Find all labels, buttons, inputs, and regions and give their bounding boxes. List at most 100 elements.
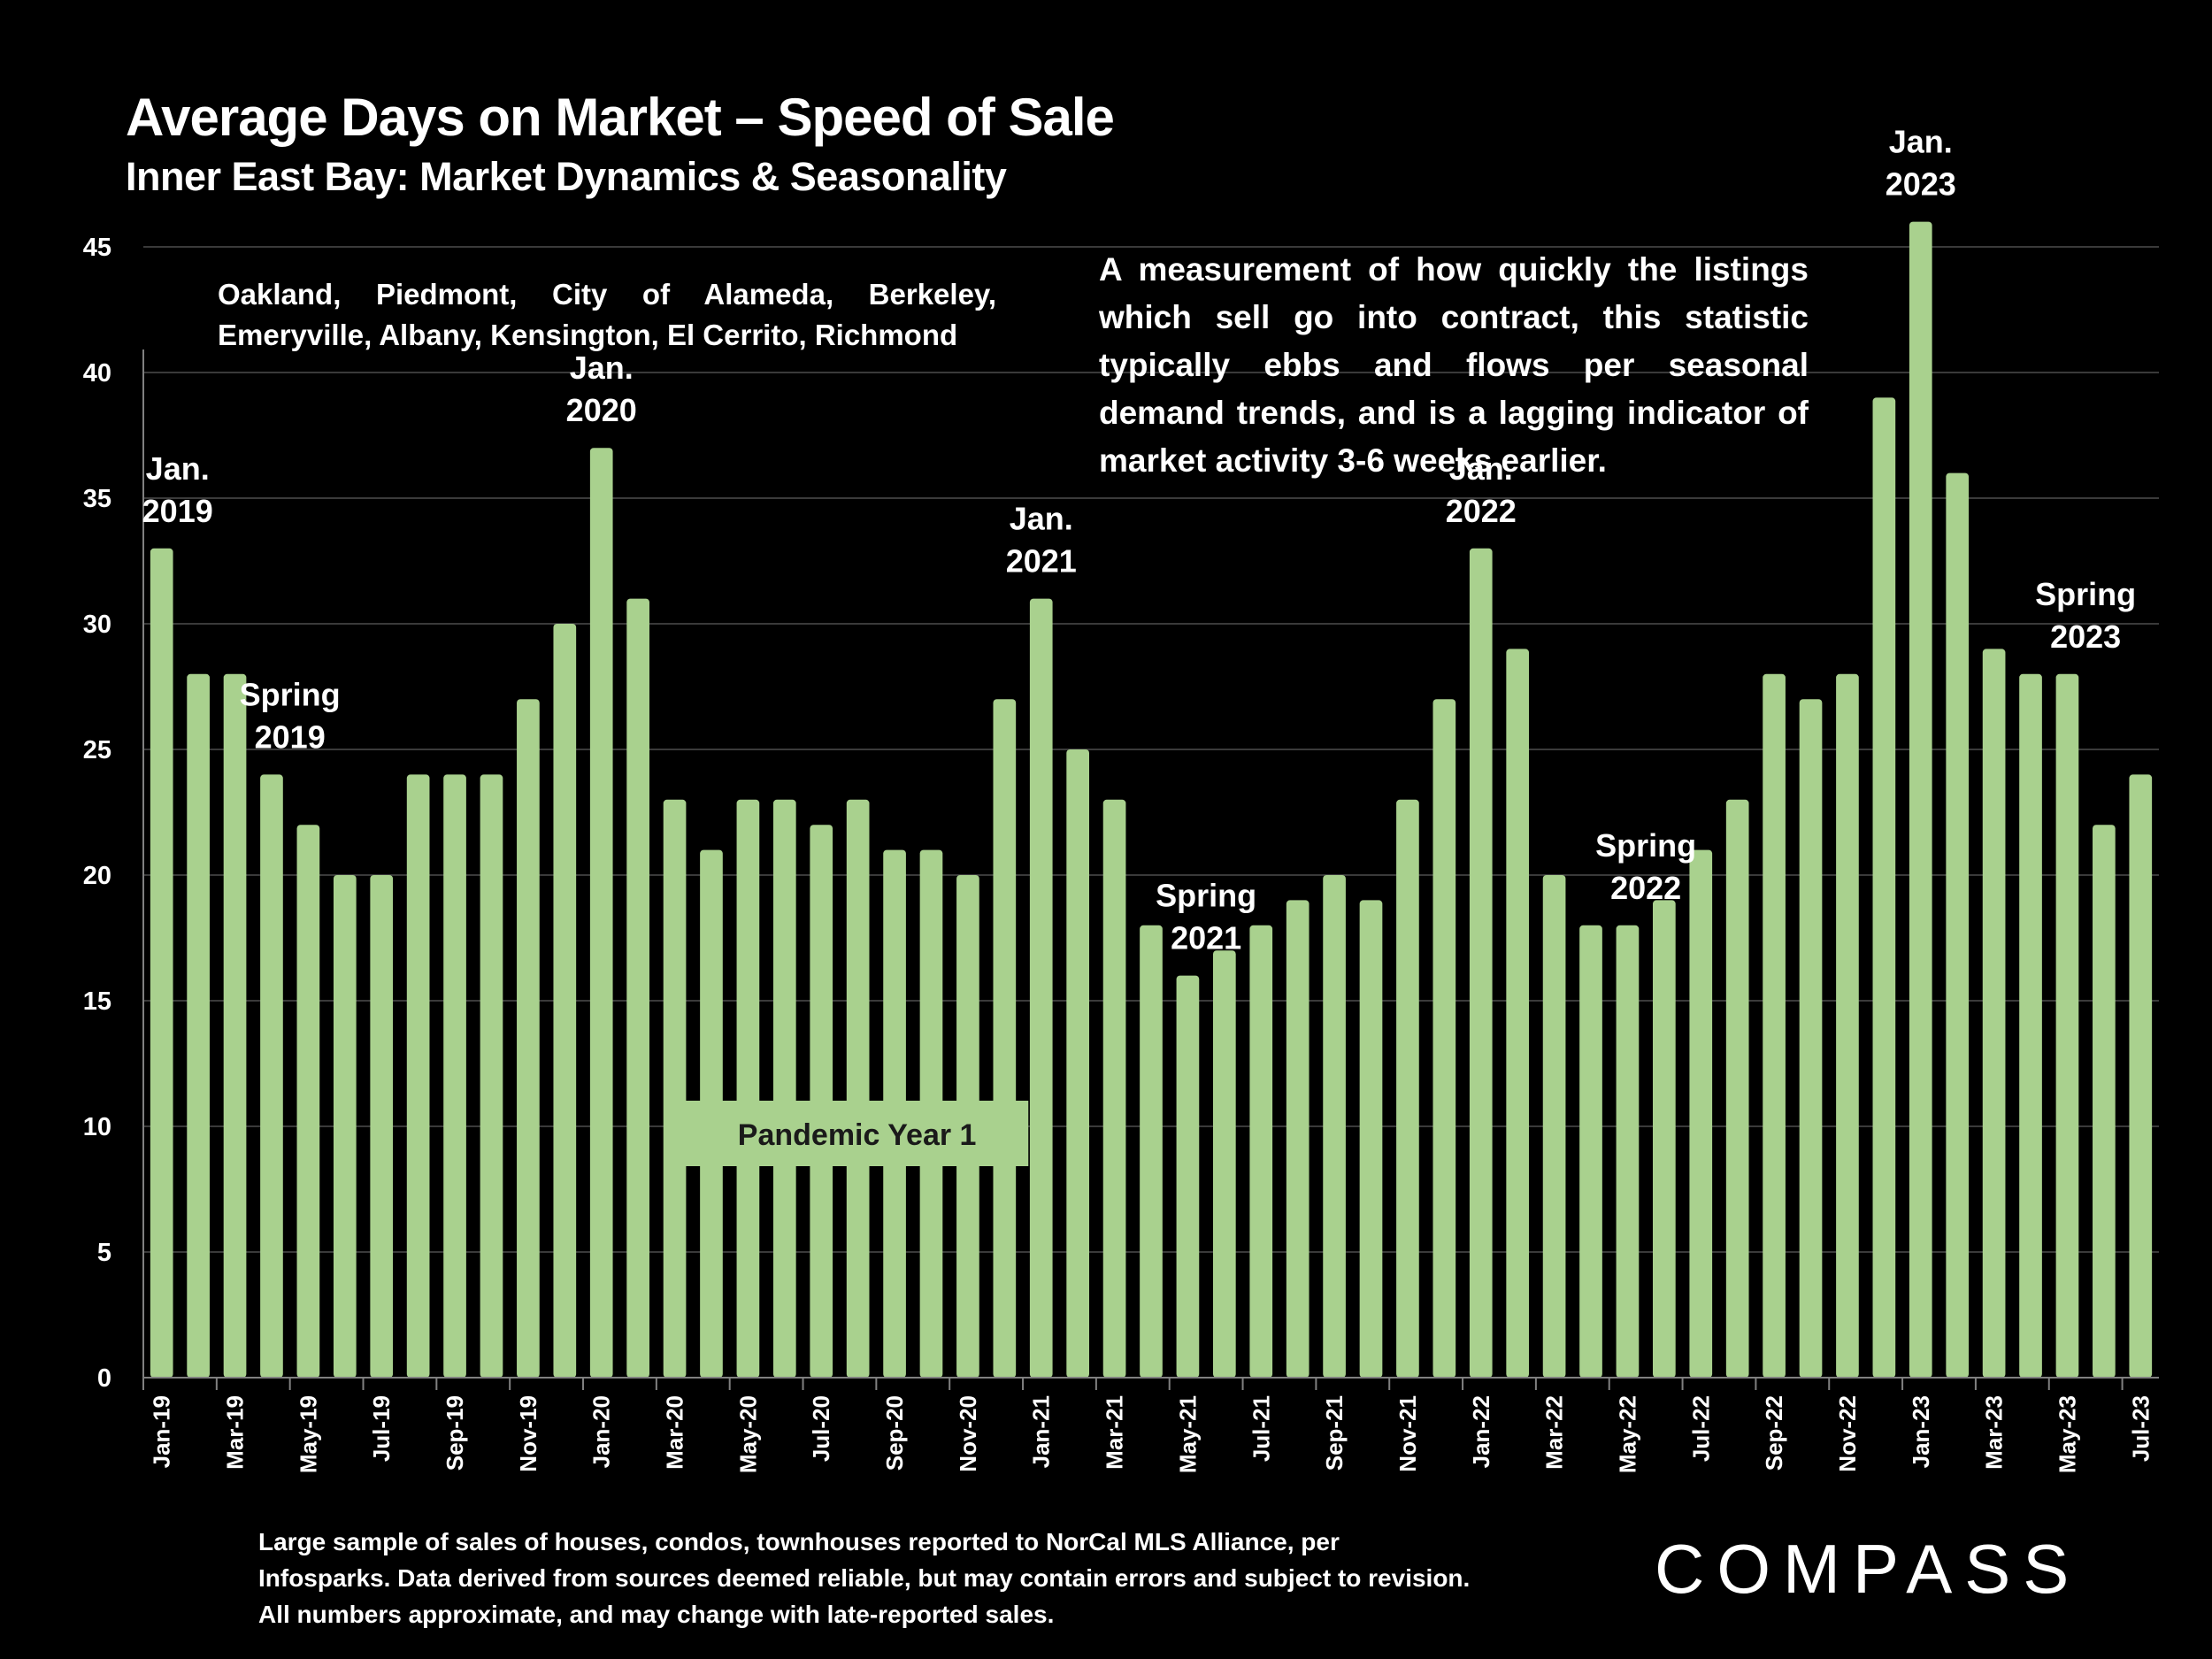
- annotation-may-21: Spring: [1156, 878, 1256, 914]
- x-tick-label: Nov-19: [515, 1395, 541, 1472]
- x-tick-label: Sep-22: [1761, 1395, 1787, 1471]
- annotation-jan-22: Jan.: [1449, 450, 1513, 487]
- y-axis-ticks: 0 5 10 15 20 25 30 35 40 45: [83, 234, 111, 1393]
- bar-mar-20: [663, 799, 687, 1378]
- x-tick-label: Jan-23: [1908, 1395, 1934, 1468]
- bar-jan-22: [1469, 548, 1493, 1378]
- bar-feb-23: [1946, 472, 1970, 1378]
- pandemic-callout-box: [685, 1101, 1029, 1166]
- bar-nov-22: [1836, 673, 1859, 1378]
- footnote: Large sample of sales of houses, condos,…: [258, 1528, 1471, 1628]
- y-tick-label: 35: [83, 485, 111, 513]
- bar-may-19: [296, 825, 320, 1378]
- chart-subtitle: Inner East Bay: Market Dynamics & Season…: [126, 154, 1007, 199]
- bar-jun-20: [772, 799, 796, 1378]
- bar-nov-19: [517, 699, 540, 1378]
- bar-aug-21: [1286, 900, 1310, 1378]
- bar-apr-22: [1579, 925, 1602, 1378]
- x-tick-label: May-22: [1614, 1395, 1640, 1473]
- bar-sep-19: [443, 774, 466, 1378]
- bar-jul-22: [1689, 849, 1713, 1378]
- y-tick-label: 0: [97, 1364, 111, 1393]
- x-tick-label: Jan-22: [1468, 1395, 1494, 1468]
- bar-jun-23: [2093, 825, 2116, 1378]
- y-tick-label: 45: [83, 234, 111, 262]
- bar-jul-19: [370, 875, 394, 1378]
- bar-may-21: [1176, 975, 1200, 1378]
- y-tick-label: 10: [83, 1113, 111, 1141]
- bar-apr-21: [1140, 925, 1163, 1378]
- x-tick-label: Sep-20: [881, 1395, 908, 1471]
- bar-oct-21: [1359, 900, 1383, 1378]
- x-tick-label: Jul-23: [2127, 1395, 2154, 1462]
- x-tick-label: Jan-19: [149, 1395, 175, 1468]
- x-tick-label: Jul-22: [1687, 1395, 1714, 1462]
- bar-mar-21: [1102, 799, 1126, 1378]
- axes: [142, 349, 2159, 1379]
- x-tick-label: Jan-21: [1028, 1395, 1055, 1468]
- pandemic-callout: Pandemic Year 1: [685, 1101, 1029, 1166]
- y-tick-label: 20: [83, 862, 111, 890]
- bar-mar-19: [223, 673, 247, 1378]
- bar-sep-22: [1763, 673, 1786, 1378]
- bar-mar-22: [1542, 875, 1566, 1378]
- x-tick-label: Jul-20: [808, 1395, 834, 1462]
- bar-jul-23: [2129, 774, 2153, 1378]
- bar-oct-19: [480, 774, 503, 1378]
- bar-aug-19: [406, 774, 430, 1378]
- bar-oct-22: [1799, 699, 1823, 1378]
- bar-jan-23: [1909, 221, 1932, 1379]
- annotation-jan-23: Jan.: [1889, 124, 1953, 160]
- annotation-jan-20: 2020: [566, 392, 637, 428]
- x-tick-label: Mar-23: [1981, 1395, 2008, 1470]
- x-tick-label: Nov-22: [1834, 1395, 1861, 1472]
- y-tick-label: 30: [83, 611, 111, 639]
- x-tick-label: Nov-21: [1394, 1395, 1421, 1472]
- bar-jan-19: [150, 548, 173, 1378]
- y-tick-label: 40: [83, 359, 111, 388]
- bar-may-22: [1616, 925, 1640, 1378]
- bar-jan-20: [589, 448, 613, 1379]
- bar-jan-21: [1029, 598, 1053, 1378]
- bar-jun-19: [333, 875, 357, 1378]
- bar-nov-21: [1396, 799, 1419, 1378]
- annotation-apr-19: 2019: [255, 718, 326, 755]
- annotation-jan-21: 2021: [1006, 543, 1077, 580]
- bar-feb-20: [626, 598, 649, 1378]
- x-axis-ticks: Jan-19 Mar-19 May-19 Jul-19 Sep-19 Nov-19 Jan-…: [142, 1378, 2154, 1473]
- x-tick-label: Mar-19: [222, 1395, 249, 1470]
- annotation-jan-19: Jan.: [146, 450, 210, 487]
- annotation-jan-21: Jan.: [1010, 501, 1073, 537]
- x-tick-label: Mar-21: [1102, 1395, 1128, 1470]
- compass-logo: COMPASS: [1655, 1530, 2082, 1608]
- bar-dec-20: [993, 699, 1017, 1378]
- bar-jul-21: [1249, 925, 1273, 1378]
- bar-aug-22: [1725, 799, 1749, 1378]
- x-tick-label: Jul-19: [368, 1395, 395, 1462]
- annotation-may-23: Spring: [2035, 576, 2136, 612]
- annotation-may-22: Spring: [1595, 827, 1696, 864]
- bar-feb-21: [1066, 749, 1090, 1378]
- y-tick-label: 15: [83, 987, 111, 1016]
- x-tick-label: May-23: [2054, 1395, 2080, 1473]
- chart-title: Average Days on Market – Speed of Sale: [126, 88, 1115, 147]
- annotation-jan-23: 2023: [1886, 166, 1956, 203]
- bar-aug-20: [846, 799, 870, 1378]
- y-tick-label: 5: [97, 1239, 111, 1267]
- bar-jun-21: [1212, 950, 1236, 1378]
- bar-may-23: [2055, 673, 2079, 1378]
- x-tick-label: May-21: [1174, 1395, 1201, 1473]
- x-tick-label: Sep-21: [1321, 1395, 1348, 1471]
- x-tick-label: May-19: [295, 1395, 321, 1473]
- x-tick-label: Sep-19: [442, 1395, 468, 1471]
- pandemic-callout-label: Pandemic Year 1: [738, 1118, 977, 1152]
- bar-apr-19: [260, 774, 283, 1378]
- bar-dec-21: [1432, 699, 1456, 1378]
- annotation-jan-19: 2019: [142, 493, 213, 529]
- bars: [150, 221, 2153, 1379]
- bar-feb-19: [187, 673, 210, 1378]
- annotation-jan-20: Jan.: [570, 349, 634, 386]
- annotation-may-22: 2022: [1610, 870, 1681, 906]
- bar-apr-23: [2019, 673, 2042, 1378]
- annotation-may-23: 2023: [2050, 618, 2121, 655]
